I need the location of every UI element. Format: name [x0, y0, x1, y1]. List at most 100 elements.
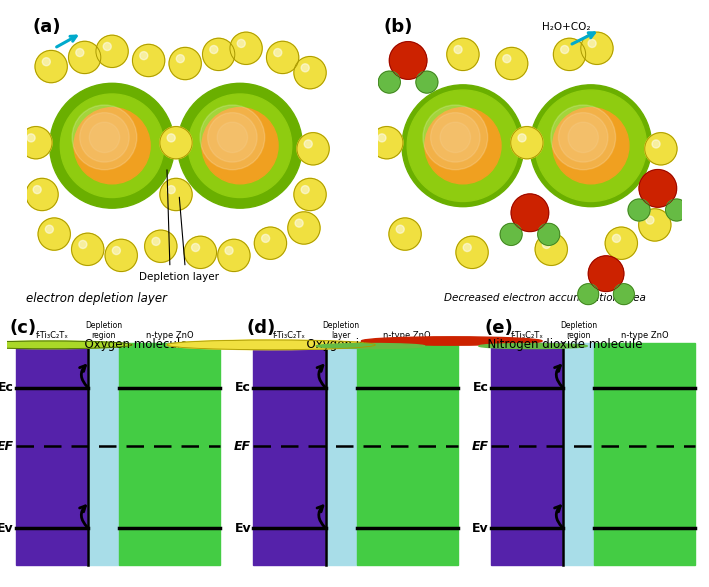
- Circle shape: [145, 230, 177, 262]
- Circle shape: [479, 343, 587, 349]
- Circle shape: [389, 42, 427, 79]
- Circle shape: [177, 83, 303, 208]
- Circle shape: [167, 185, 175, 194]
- Circle shape: [500, 224, 522, 245]
- Text: Oxygen molecule: Oxygen molecule: [77, 338, 187, 352]
- Circle shape: [0, 341, 132, 349]
- Circle shape: [510, 127, 543, 159]
- Circle shape: [425, 107, 501, 184]
- Circle shape: [152, 237, 160, 245]
- Circle shape: [551, 105, 615, 170]
- Circle shape: [203, 38, 235, 70]
- Circle shape: [379, 71, 401, 93]
- Bar: [564, 343, 594, 565]
- Circle shape: [50, 83, 174, 208]
- Circle shape: [304, 140, 312, 148]
- Circle shape: [639, 209, 671, 241]
- Bar: [16, 343, 89, 565]
- Circle shape: [177, 55, 184, 63]
- Circle shape: [463, 244, 471, 252]
- Circle shape: [60, 94, 164, 197]
- Circle shape: [581, 32, 613, 65]
- Text: (d): (d): [247, 319, 276, 337]
- Text: (c): (c): [9, 319, 36, 337]
- Circle shape: [45, 225, 53, 233]
- Text: Ec: Ec: [473, 382, 489, 394]
- Circle shape: [217, 122, 247, 153]
- Bar: [326, 343, 357, 565]
- Bar: [594, 343, 696, 565]
- Circle shape: [447, 38, 479, 70]
- Text: Decreased electron accumulation area: Decreased electron accumulation area: [445, 293, 646, 303]
- Circle shape: [26, 178, 58, 211]
- Text: n-type ZnO: n-type ZnO: [146, 331, 194, 340]
- Circle shape: [301, 64, 309, 72]
- Circle shape: [496, 48, 527, 80]
- Circle shape: [605, 227, 637, 259]
- Circle shape: [503, 55, 511, 63]
- Circle shape: [262, 234, 269, 242]
- Text: (b): (b): [384, 18, 413, 36]
- Circle shape: [362, 337, 542, 345]
- Circle shape: [297, 133, 329, 165]
- Text: Ec: Ec: [235, 382, 251, 394]
- Circle shape: [294, 178, 326, 211]
- Circle shape: [559, 113, 608, 162]
- Circle shape: [96, 35, 128, 68]
- Circle shape: [208, 113, 257, 162]
- Text: (a): (a): [33, 18, 62, 36]
- Circle shape: [294, 56, 326, 89]
- Text: n-type ZnO: n-type ZnO: [621, 331, 669, 340]
- Circle shape: [167, 134, 175, 142]
- Text: H₂O+CO₂: H₂O+CO₂: [542, 22, 591, 32]
- Circle shape: [301, 185, 309, 194]
- Text: n-type ZnO: n-type ZnO: [384, 331, 431, 340]
- Circle shape: [27, 134, 35, 142]
- Circle shape: [169, 48, 201, 80]
- Circle shape: [542, 241, 550, 248]
- Circle shape: [38, 218, 70, 250]
- Circle shape: [200, 105, 264, 170]
- Circle shape: [225, 247, 233, 255]
- Circle shape: [160, 178, 192, 211]
- Circle shape: [644, 133, 677, 165]
- Circle shape: [530, 85, 652, 207]
- Circle shape: [105, 239, 138, 272]
- Text: Ev: Ev: [235, 522, 251, 535]
- Circle shape: [218, 239, 250, 272]
- Circle shape: [423, 105, 488, 170]
- Circle shape: [76, 49, 84, 56]
- Circle shape: [238, 39, 245, 48]
- Text: Nitrogen dioxide molecule: Nitrogen dioxide molecule: [479, 338, 642, 352]
- Circle shape: [33, 185, 41, 194]
- Circle shape: [430, 113, 480, 162]
- Circle shape: [20, 127, 52, 159]
- Circle shape: [133, 45, 164, 77]
- Circle shape: [389, 218, 421, 250]
- Text: Depletion
layer: Depletion layer: [323, 322, 360, 340]
- Circle shape: [79, 113, 129, 162]
- Circle shape: [554, 38, 586, 70]
- Circle shape: [191, 244, 200, 252]
- Circle shape: [518, 134, 526, 142]
- Circle shape: [568, 122, 598, 153]
- Circle shape: [288, 212, 320, 244]
- Text: EF: EF: [234, 440, 251, 453]
- Circle shape: [79, 241, 87, 248]
- Circle shape: [613, 234, 620, 242]
- Circle shape: [184, 236, 216, 268]
- Bar: [89, 343, 119, 565]
- Circle shape: [202, 107, 278, 184]
- Circle shape: [295, 219, 303, 227]
- Circle shape: [535, 90, 647, 201]
- Circle shape: [112, 247, 121, 255]
- Circle shape: [613, 284, 635, 305]
- Circle shape: [396, 225, 404, 233]
- Circle shape: [553, 107, 629, 184]
- Circle shape: [104, 42, 111, 50]
- Circle shape: [89, 122, 120, 153]
- Text: Ev: Ev: [0, 522, 13, 535]
- Text: Depletion layer: Depletion layer: [139, 272, 219, 282]
- Circle shape: [43, 58, 50, 66]
- Circle shape: [652, 140, 660, 148]
